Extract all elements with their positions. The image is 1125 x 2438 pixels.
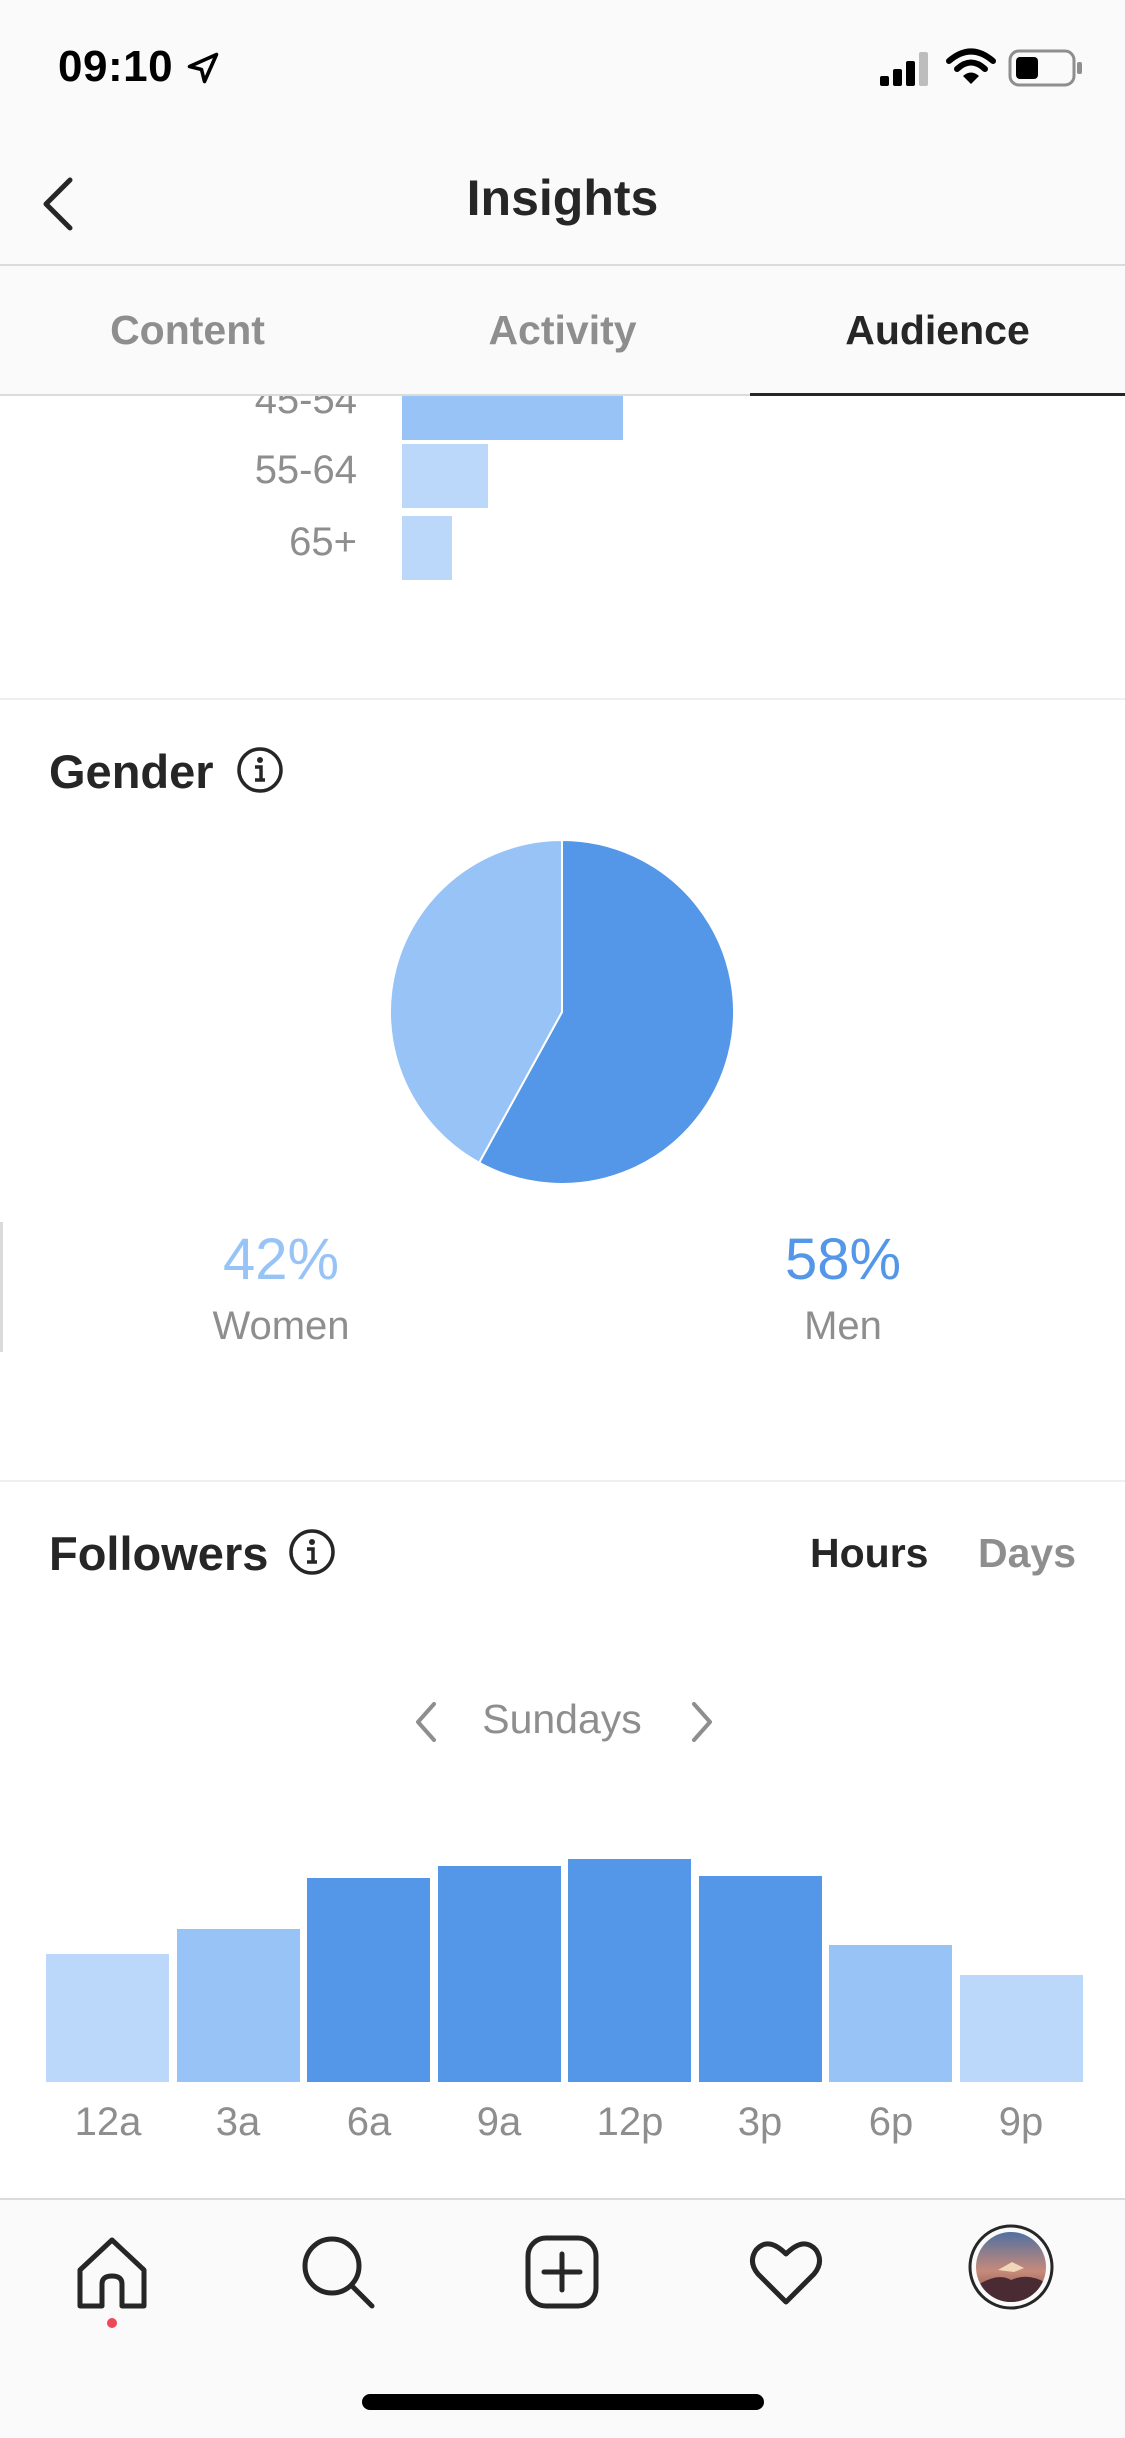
- cellular-signal-icon: [880, 52, 928, 86]
- hour-label: 3p: [737, 2100, 783, 2144]
- men-percent: 58%: [784, 1227, 902, 1292]
- tab-content[interactable]: Content: [110, 307, 265, 353]
- notification-dot: [107, 2318, 117, 2328]
- wifi-icon: [946, 48, 996, 84]
- women-percent: 42%: [222, 1227, 340, 1292]
- section-divider: [0, 698, 1125, 700]
- gender-title: Gender: [49, 745, 214, 798]
- age-label: 45-54: [254, 396, 357, 422]
- page-title: Insights: [466, 170, 659, 226]
- next-day-button[interactable]: [672, 1694, 728, 1750]
- age-range-section: 45-54 55-64 65+: [0, 396, 1125, 696]
- followers-bar: [960, 1975, 1083, 2082]
- home-icon: [77, 2237, 147, 2309]
- status-time: 09:10: [58, 42, 174, 91]
- avatar: [968, 2224, 1054, 2310]
- pie-slice-women: [389, 838, 563, 1165]
- tab-activity[interactable]: Activity: [488, 307, 637, 353]
- hour-label: 12a: [74, 2100, 142, 2144]
- info-icon[interactable]: [236, 746, 284, 794]
- back-button[interactable]: [20, 162, 100, 242]
- tab-search[interactable]: [296, 2230, 380, 2314]
- chevron-right-icon: [692, 1702, 712, 1742]
- hour-label: 9a: [476, 2100, 522, 2144]
- women-label: Women: [212, 1304, 350, 1348]
- tab-profile[interactable]: [968, 2224, 1054, 2310]
- chevron-left-icon: [43, 177, 73, 231]
- status-bar: 09:10: [0, 0, 1125, 132]
- hours-toggle[interactable]: Hours: [810, 1530, 929, 1576]
- hour-label: 6a: [346, 2100, 392, 2144]
- hour-label: 12p: [596, 2100, 664, 2144]
- age-label: 55-64: [254, 448, 357, 492]
- age-bar: [402, 516, 452, 580]
- days-toggle[interactable]: Days: [978, 1530, 1077, 1576]
- chevron-left-icon: [416, 1702, 436, 1742]
- followers-bar: [46, 1954, 169, 2082]
- tab-audience[interactable]: Audience: [750, 266, 1125, 396]
- age-bar: [402, 444, 488, 508]
- followers-title: Followers: [49, 1527, 269, 1580]
- followers-chart: 12a 3a 6a 9a 12p 3p 6p 9p: [0, 1820, 1125, 2170]
- followers-bar: [829, 1945, 952, 2082]
- followers-bar: [177, 1929, 300, 2082]
- tab-activity-feed[interactable]: [744, 2230, 828, 2314]
- hour-label: 9p: [998, 2100, 1044, 2144]
- tab-home[interactable]: [70, 2230, 154, 2314]
- men-label: Men: [804, 1304, 882, 1348]
- info-icon[interactable]: [288, 1528, 336, 1576]
- insights-tabs: Content Activity Audience: [0, 266, 1125, 396]
- followers-bar: [307, 1878, 430, 2082]
- day-selector-label: Sundays: [482, 1696, 642, 1742]
- heart-icon: [750, 2241, 822, 2305]
- followers-bar: [568, 1859, 691, 2082]
- hour-label: 3a: [215, 2100, 261, 2144]
- nav-bar: Insights: [0, 132, 1125, 266]
- hour-label: 6p: [868, 2100, 914, 2144]
- home-indicator: [362, 2394, 764, 2410]
- tab-new-post[interactable]: [520, 2230, 604, 2314]
- age-bar: [402, 396, 623, 440]
- add-post-icon: [525, 2235, 599, 2309]
- followers-bar: [438, 1866, 561, 2082]
- pie-slice-men: [477, 838, 735, 1185]
- age-label: 65+: [289, 520, 357, 564]
- location-arrow-icon: [187, 52, 219, 84]
- section-divider: [0, 1480, 1125, 1482]
- left-edge-marker: [0, 1222, 3, 1352]
- gender-pie-chart: [389, 838, 735, 1185]
- followers-bar: [699, 1876, 822, 2082]
- search-icon: [302, 2236, 375, 2309]
- previous-day-button[interactable]: [400, 1694, 456, 1750]
- battery-icon: [1008, 49, 1082, 87]
